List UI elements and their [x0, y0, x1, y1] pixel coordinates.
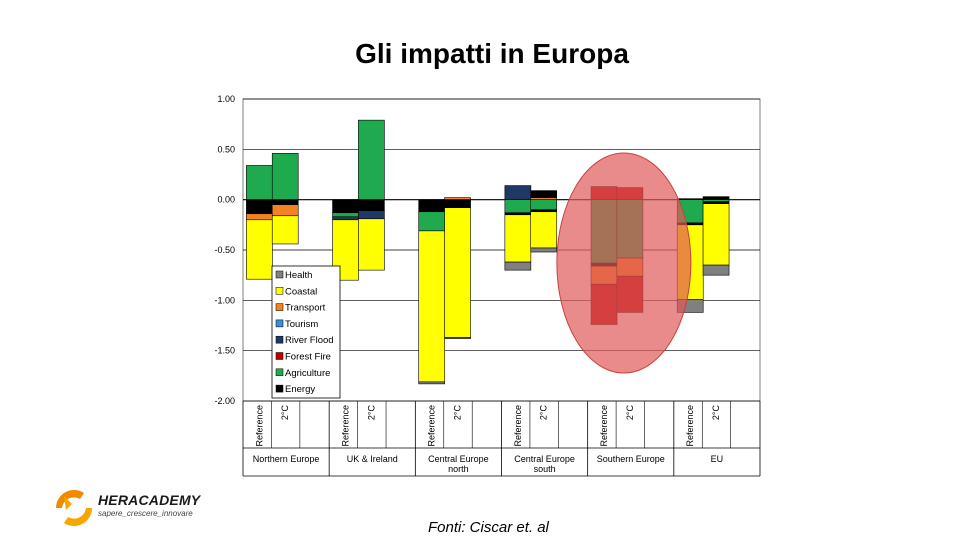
bar-segment	[332, 199, 359, 214]
bar-label: 2°C	[453, 405, 463, 421]
legend-swatch	[275, 270, 284, 279]
bar-label: 2°C	[711, 405, 721, 421]
legend-swatch	[275, 335, 284, 344]
y-tick-label: -1.50	[214, 346, 235, 356]
bar-segment	[358, 119, 385, 200]
group-label: Southern Europe	[597, 454, 665, 464]
bar-segment	[271, 215, 299, 245]
highlight-ellipse	[556, 152, 692, 374]
bar-segment	[332, 216, 359, 221]
bar-segment	[418, 381, 446, 385]
heracademy-logo-icon	[55, 489, 93, 527]
bar-segment	[504, 261, 532, 271]
bar-segment	[530, 190, 558, 198]
bar-segment	[702, 201, 730, 204]
y-tick-label: 0.50	[217, 144, 235, 154]
group-label: north	[448, 464, 469, 474]
bar-label: Reference	[685, 405, 695, 447]
bar-segment	[504, 214, 532, 263]
bar-segment	[530, 211, 558, 249]
bar-segment	[358, 210, 385, 220]
bar-segment	[444, 199, 471, 209]
bar-label: Reference	[427, 405, 437, 447]
bar-segment	[702, 196, 730, 200]
group-label: UK & Ireland	[347, 454, 398, 464]
bar-label: Reference	[254, 405, 264, 447]
bar-segment	[418, 230, 446, 383]
legend-label: Transport	[285, 303, 326, 314]
bar-label: 2°C	[625, 405, 635, 421]
bar-segment	[530, 197, 558, 200]
bar-segment	[504, 199, 532, 214]
legend-swatch	[275, 384, 284, 393]
bar-label: 2°C	[366, 405, 376, 421]
y-tick-label: 1.00	[217, 94, 235, 104]
legend-swatch	[275, 352, 284, 360]
group-label: EU	[711, 454, 724, 464]
bar-segment	[418, 211, 446, 232]
legend-label: Forest Fire	[285, 352, 331, 363]
bar-segment	[246, 213, 273, 221]
bar-segment	[530, 247, 558, 253]
bar-segment	[444, 197, 471, 200]
bar-label: 2°C	[539, 405, 549, 421]
source-caption: Fonti: Ciscar et. al	[428, 519, 549, 536]
bar-segment	[504, 212, 532, 216]
bar-segment	[358, 218, 385, 271]
bar-segment	[271, 204, 299, 217]
bar-segment	[418, 199, 446, 213]
y-tick-label: -0.50	[214, 245, 235, 255]
slide-title: Gli impatti in Europa	[355, 38, 629, 69]
bar-segment	[444, 207, 471, 338]
logo-name: HERACADEMY	[98, 492, 201, 508]
bar-segment	[271, 199, 299, 206]
y-tick-label: -2.00	[214, 396, 235, 406]
legend-swatch	[275, 368, 284, 377]
y-tick-label: 0.00	[217, 195, 235, 205]
group-label: south	[534, 464, 556, 474]
group-label: Central Europe	[514, 454, 575, 464]
bar-segment	[702, 199, 730, 202]
legend-label: Tourism	[285, 319, 318, 330]
legend-box	[271, 265, 341, 399]
logo-text: HERACADEMY sapere_crescere_innovare	[98, 492, 200, 518]
group-label: Northern Europe	[253, 454, 320, 464]
legend-label: Health	[285, 270, 312, 281]
bar-segment	[246, 165, 273, 200]
legend-label: Coastal	[285, 286, 317, 297]
bar-segment	[504, 185, 532, 200]
bar-segment	[530, 209, 558, 213]
bar-segment	[702, 264, 730, 276]
legend-label: River Flood	[285, 335, 334, 346]
bar-segment	[246, 199, 273, 215]
legend-label: Energy	[285, 384, 315, 395]
legend-label: Agriculture	[285, 368, 330, 379]
bar-segment	[702, 203, 730, 266]
legend-swatch	[275, 287, 284, 295]
legend-swatch	[275, 303, 284, 311]
group-label: Central Europe	[428, 454, 489, 464]
bar-segment	[246, 219, 273, 280]
bar-segment	[271, 153, 299, 200]
bar-label: Reference	[341, 405, 351, 447]
legend-swatch	[275, 319, 284, 328]
bar-segment	[332, 212, 359, 218]
y-tick-label: -1.00	[214, 295, 235, 305]
bar-segment	[444, 337, 471, 339]
bar-label: Reference	[513, 405, 523, 447]
logo-tagline: sapere_crescere_innovare	[98, 509, 193, 518]
bar-label: Reference	[599, 405, 609, 447]
bar-segment	[358, 199, 385, 212]
bar-label: 2°C	[280, 405, 290, 421]
bar-segment	[530, 199, 558, 211]
